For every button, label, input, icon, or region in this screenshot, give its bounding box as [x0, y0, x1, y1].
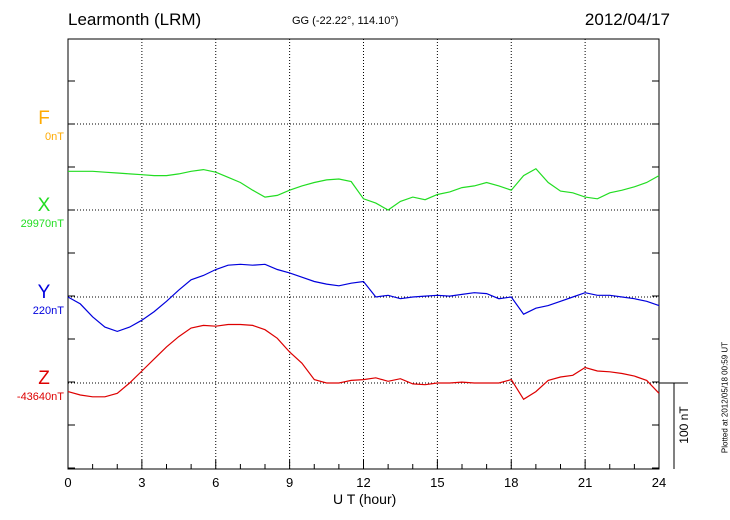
x-tick-label: 18 [504, 475, 518, 490]
baseline-label-f: 0nT [45, 131, 64, 143]
station-title: Learmonth (LRM) [68, 10, 202, 29]
x-axis-label: U T (hour) [333, 491, 397, 507]
plotted-timestamp: Plotted at 2012/05/18 00:59 UT [720, 341, 730, 454]
series-line-x [68, 167, 660, 211]
scale-bar [659, 382, 688, 469]
series-lines [67, 167, 660, 401]
x-tick-label: 24 [652, 475, 666, 490]
baseline-label-x: 29970nT [20, 218, 64, 230]
component-label-f: F [38, 108, 50, 129]
x-tick-label: 21 [578, 475, 592, 490]
series-line-y [67, 263, 660, 333]
x-tick-label: 15 [430, 475, 444, 490]
axis-ticks [67, 80, 660, 469]
grid [68, 39, 659, 469]
series-line-z [67, 323, 660, 401]
x-tick-labels: 0 3 6 9 12 15 18 21 24 [64, 475, 666, 490]
component-label-z: Z [38, 368, 50, 389]
baseline-label-z: -43640nT [16, 391, 64, 403]
x-tick-label: 0 [64, 475, 71, 490]
x-tick-label: 6 [212, 475, 219, 490]
scale-bar-label: 100 nT [677, 406, 691, 444]
plot-date: 2012/04/17 [584, 10, 670, 29]
component-label-x: X [37, 195, 51, 216]
x-tick-label: 9 [286, 475, 293, 490]
plot-frame [67, 38, 660, 470]
baseline-label-y: 220nT [32, 305, 64, 317]
x-tick-label: 3 [138, 475, 145, 490]
component-label-y: Y [37, 282, 51, 303]
station-coordinates: GG (-22.22°, 114.10°) [292, 15, 399, 27]
x-tick-label: 12 [356, 475, 370, 490]
